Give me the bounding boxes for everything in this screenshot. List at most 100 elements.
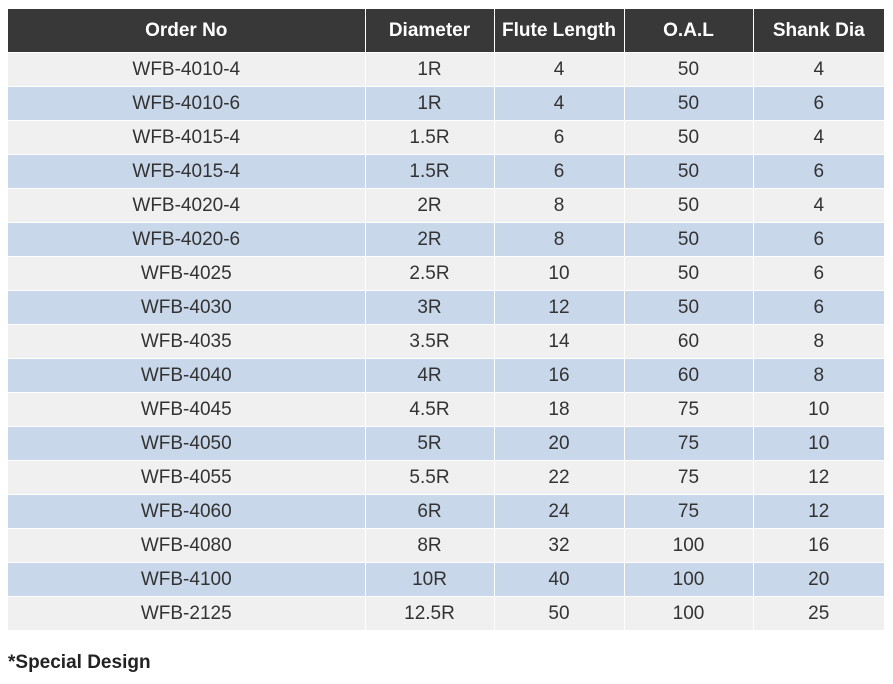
cell-flute-length: 12 xyxy=(493,290,624,325)
cell-diameter: 4R xyxy=(364,358,494,393)
spec-table: Order No Diameter Flute Length O.A.L Sha… xyxy=(8,9,884,630)
cell-flute-length: 8 xyxy=(493,222,624,257)
cell-diameter: 4.5R xyxy=(364,392,494,427)
cell-flute-length: 8 xyxy=(493,188,624,223)
cell-flute-length: 50 xyxy=(493,596,624,630)
cell-oal: 75 xyxy=(623,392,753,427)
cell-shank-dia: 10 xyxy=(752,426,884,461)
cell-shank-dia: 12 xyxy=(752,494,884,529)
cell-oal: 60 xyxy=(623,358,753,393)
cell-shank-dia: 12 xyxy=(752,460,884,495)
cell-flute-length: 4 xyxy=(493,52,624,87)
cell-diameter: 8R xyxy=(364,528,494,563)
cell-oal: 75 xyxy=(623,460,753,495)
cell-shank-dia: 4 xyxy=(752,52,884,87)
cell-diameter: 1R xyxy=(364,86,494,121)
table-row: WFB-4055 5.5R 22 75 12 xyxy=(8,460,884,495)
table-row: WFB-4100 10R 40 100 20 xyxy=(8,562,884,597)
cell-flute-length: 18 xyxy=(493,392,624,427)
table-header-row: Order No Diameter Flute Length O.A.L Sha… xyxy=(8,9,884,53)
cell-order-no: WFB-2125 xyxy=(8,596,365,630)
cell-flute-length: 40 xyxy=(493,562,624,597)
cell-shank-dia: 6 xyxy=(752,256,884,291)
table-row: WFB-4010-6 1R 4 50 6 xyxy=(8,86,884,121)
cell-oal: 100 xyxy=(623,562,753,597)
table-row: WFB-4030 3R 12 50 6 xyxy=(8,290,884,325)
cell-oal: 75 xyxy=(623,494,753,529)
header-shank-dia: Shank Dia xyxy=(752,9,884,53)
cell-oal: 50 xyxy=(623,86,753,121)
cell-oal: 50 xyxy=(623,290,753,325)
table-row: WFB-4015-4 1.5R 6 50 4 xyxy=(8,120,884,155)
cell-shank-dia: 8 xyxy=(752,324,884,359)
cell-flute-length: 6 xyxy=(493,154,624,189)
table-row: WFB-4010-4 1R 4 50 4 xyxy=(8,52,884,87)
cell-diameter: 2.5R xyxy=(364,256,494,291)
cell-shank-dia: 4 xyxy=(752,188,884,223)
cell-flute-length: 24 xyxy=(493,494,624,529)
table-row: WFB-4015-4 1.5R 6 50 6 xyxy=(8,154,884,189)
cell-oal: 50 xyxy=(623,154,753,189)
cell-flute-length: 20 xyxy=(493,426,624,461)
header-order-no: Order No xyxy=(8,9,365,53)
cell-shank-dia: 6 xyxy=(752,222,884,257)
cell-order-no: WFB-4045 xyxy=(8,392,365,427)
cell-oal: 60 xyxy=(623,324,753,359)
cell-order-no: WFB-4020-6 xyxy=(8,222,365,257)
cell-shank-dia: 10 xyxy=(752,392,884,427)
cell-diameter: 10R xyxy=(364,562,494,597)
cell-shank-dia: 16 xyxy=(752,528,884,563)
cell-diameter: 1.5R xyxy=(364,154,494,189)
table-row: WFB-4025 2.5R 10 50 6 xyxy=(8,256,884,291)
cell-diameter: 1.5R xyxy=(364,120,494,155)
table-row: WFB-4020-4 2R 8 50 4 xyxy=(8,188,884,223)
cell-oal: 50 xyxy=(623,222,753,257)
cell-shank-dia: 6 xyxy=(752,290,884,325)
cell-order-no: WFB-4100 xyxy=(8,562,365,597)
cell-shank-dia: 6 xyxy=(752,86,884,121)
cell-diameter: 3.5R xyxy=(364,324,494,359)
cell-diameter: 3R xyxy=(364,290,494,325)
footnote: *Special Design xyxy=(8,652,151,673)
cell-order-no: WFB-4025 xyxy=(8,256,365,291)
cell-flute-length: 22 xyxy=(493,460,624,495)
cell-shank-dia: 8 xyxy=(752,358,884,393)
cell-diameter: 2R xyxy=(364,222,494,257)
cell-order-no: WFB-4010-4 xyxy=(8,52,365,87)
cell-order-no: WFB-4010-6 xyxy=(8,86,365,121)
cell-shank-dia: 20 xyxy=(752,562,884,597)
table-row: WFB-4050 5R 20 75 10 xyxy=(8,426,884,461)
cell-diameter: 6R xyxy=(364,494,494,529)
cell-flute-length: 14 xyxy=(493,324,624,359)
cell-diameter: 5.5R xyxy=(364,460,494,495)
cell-shank-dia: 6 xyxy=(752,154,884,189)
cell-order-no: WFB-4050 xyxy=(8,426,365,461)
cell-diameter: 2R xyxy=(364,188,494,223)
cell-order-no: WFB-4040 xyxy=(8,358,365,393)
table-row: WFB-4080 8R 32 100 16 xyxy=(8,528,884,563)
cell-oal: 50 xyxy=(623,188,753,223)
cell-oal: 100 xyxy=(623,596,753,630)
cell-flute-length: 10 xyxy=(493,256,624,291)
table-row: WFB-4060 6R 24 75 12 xyxy=(8,494,884,529)
cell-order-no: WFB-4015-4 xyxy=(8,154,365,189)
header-oal: O.A.L xyxy=(623,9,753,53)
cell-diameter: 12.5R xyxy=(364,596,494,630)
table-row: WFB-4040 4R 16 60 8 xyxy=(8,358,884,393)
header-diameter: Diameter xyxy=(364,9,494,53)
cell-order-no: WFB-4080 xyxy=(8,528,365,563)
cell-shank-dia: 4 xyxy=(752,120,884,155)
table-body: WFB-4010-4 1R 4 50 4 WFB-4010-6 1R 4 50 6 WFB-4015… xyxy=(8,52,884,630)
cell-flute-length: 32 xyxy=(493,528,624,563)
table-row: WFB-2125 12.5R 50 100 25 xyxy=(8,596,884,630)
cell-oal: 50 xyxy=(623,52,753,87)
cell-oal: 50 xyxy=(623,256,753,291)
table-row: WFB-4035 3.5R 14 60 8 xyxy=(8,324,884,359)
cell-diameter: 5R xyxy=(364,426,494,461)
cell-oal: 50 xyxy=(623,120,753,155)
cell-oal: 100 xyxy=(623,528,753,563)
header-flute-length: Flute Length xyxy=(493,9,624,53)
cell-order-no: WFB-4030 xyxy=(8,290,365,325)
cell-diameter: 1R xyxy=(364,52,494,87)
cell-order-no: WFB-4055 xyxy=(8,460,365,495)
